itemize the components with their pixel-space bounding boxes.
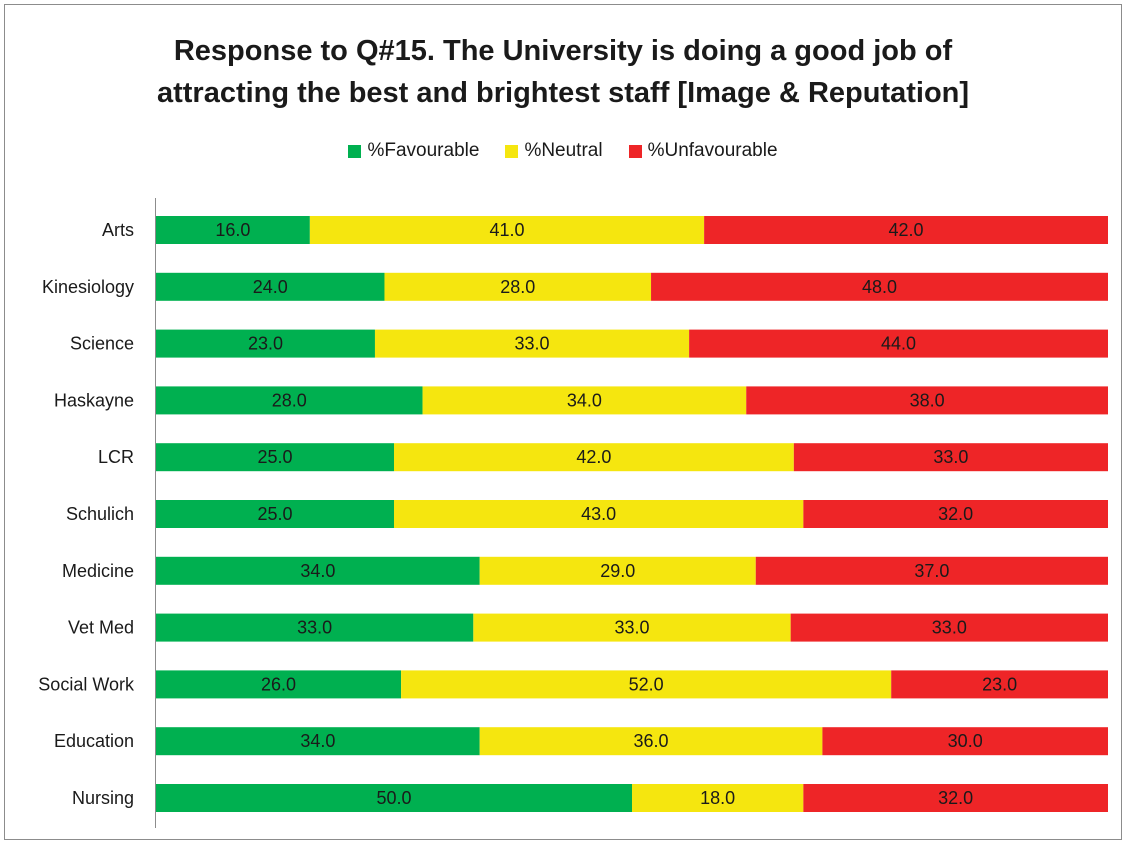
data-label-neutral-education: 36.0 (634, 731, 669, 751)
data-label-neutral-lcr: 42.0 (576, 447, 611, 467)
data-label-unfavourable-haskayne: 38.0 (910, 390, 945, 410)
bar-neutral-kinesiology (384, 272, 652, 301)
legend-swatch-favourable (348, 144, 362, 158)
category-label-vet-med: Vet Med (68, 618, 134, 638)
legend-label-neutral: %Neutral (524, 140, 603, 161)
data-label-unfavourable-kinesiology: 48.0 (862, 277, 897, 297)
bar-favourable-science (156, 329, 375, 358)
bar-favourable-medicine (156, 556, 480, 585)
legend-label-unfavourable: %Unfavourable (647, 140, 778, 161)
bar-neutral-vet-med (473, 613, 791, 642)
data-label-neutral-haskayne: 34.0 (567, 390, 602, 410)
data-label-neutral-medicine: 29.0 (600, 561, 635, 581)
category-label-haskayne: Haskayne (54, 390, 134, 410)
data-label-unfavourable-arts: 42.0 (889, 220, 924, 240)
data-label-neutral-nursing: 18.0 (700, 788, 735, 808)
bar-neutral-lcr (394, 443, 794, 472)
bar-unfavourable-social-work (891, 670, 1108, 699)
category-label-education: Education (54, 731, 134, 751)
bar-neutral-social-work (401, 670, 892, 699)
data-label-favourable-lcr: 25.0 (257, 447, 292, 467)
bar-favourable-nursing (156, 784, 632, 812)
bar-favourable-social-work (156, 670, 402, 699)
data-label-neutral-kinesiology: 28.0 (500, 277, 535, 297)
legend-item-unfavourable: %Unfavourable (628, 140, 778, 162)
category-label-medicine: Medicine (62, 561, 134, 581)
category-label-arts: Arts (102, 220, 134, 240)
bar-unfavourable-kinesiology (651, 272, 1108, 301)
bar-favourable-vet-med (156, 613, 474, 642)
data-label-favourable-science: 23.0 (248, 334, 283, 354)
data-label-unfavourable-schulich: 32.0 (938, 504, 973, 524)
bar-unfavourable-vet-med (790, 613, 1108, 642)
data-label-favourable-vet-med: 33.0 (297, 618, 332, 638)
category-label-schulich: Schulich (66, 504, 134, 524)
data-label-favourable-social-work: 26.0 (261, 674, 296, 694)
category-label-science: Science (70, 334, 134, 354)
data-label-favourable-nursing: 50.0 (376, 788, 411, 808)
data-label-favourable-haskayne: 28.0 (272, 390, 307, 410)
data-label-favourable-medicine: 34.0 (300, 561, 335, 581)
bar-neutral-medicine (479, 556, 756, 585)
category-label-lcr: LCR (98, 447, 134, 467)
category-label-nursing: Nursing (72, 788, 134, 808)
bar-unfavourable-science (689, 329, 1108, 358)
data-label-neutral-schulich: 43.0 (581, 504, 616, 524)
bar-unfavourable-haskayne (746, 386, 1108, 415)
data-label-unfavourable-lcr: 33.0 (933, 447, 968, 467)
bar-unfavourable-lcr (793, 443, 1108, 472)
bar-favourable-education (156, 727, 480, 756)
bar-favourable-haskayne (156, 386, 423, 415)
data-label-unfavourable-science: 44.0 (881, 334, 916, 354)
chart-frame (4, 4, 1122, 840)
bar-neutral-haskayne (422, 386, 747, 415)
data-label-favourable-education: 34.0 (300, 731, 335, 751)
bar-neutral-education (479, 727, 823, 756)
data-label-favourable-schulich: 25.0 (257, 504, 292, 524)
legend-item-neutral: %Neutral (505, 140, 603, 162)
data-label-neutral-science: 33.0 (515, 334, 550, 354)
data-label-favourable-arts: 16.0 (215, 220, 250, 240)
bar-favourable-arts (156, 216, 310, 244)
bar-unfavourable-nursing (803, 784, 1108, 812)
legend-label-favourable: %Favourable (367, 140, 480, 161)
data-label-neutral-arts: 41.0 (489, 220, 524, 240)
data-label-unfavourable-medicine: 37.0 (914, 561, 949, 581)
bar-unfavourable-arts (704, 216, 1108, 244)
chart-title-line-1: Response to Q#15. The University is doin… (173, 35, 953, 67)
bar-favourable-schulich (156, 500, 394, 528)
data-label-unfavourable-education: 30.0 (948, 731, 983, 751)
chart-title-line-2: attracting the best and brightest staff … (156, 77, 970, 109)
chart-legend: %Favourable %Neutral %Unfavourable (0, 140, 1126, 162)
bar-neutral-arts (309, 216, 705, 244)
data-label-neutral-social-work: 52.0 (629, 674, 664, 694)
data-label-favourable-kinesiology: 24.0 (253, 277, 288, 297)
bar-neutral-schulich (394, 500, 804, 528)
bar-unfavourable-schulich (803, 500, 1108, 528)
legend-swatch-neutral (505, 144, 519, 158)
chart-title: Response to Q#15. The University is doin… (0, 30, 1126, 114)
bar-unfavourable-education (822, 727, 1108, 756)
category-label-kinesiology: Kinesiology (42, 277, 134, 297)
data-label-unfavourable-vet-med: 33.0 (932, 618, 967, 638)
bar-neutral-science (374, 329, 690, 358)
legend-swatch-unfavourable (628, 144, 642, 158)
bar-unfavourable-medicine (755, 556, 1108, 585)
data-label-unfavourable-nursing: 32.0 (938, 788, 973, 808)
data-label-unfavourable-social-work: 23.0 (982, 674, 1017, 694)
bar-neutral-nursing (632, 784, 804, 812)
bar-favourable-kinesiology (156, 272, 385, 301)
legend-item-favourable: %Favourable (348, 140, 479, 162)
data-label-neutral-vet-med: 33.0 (614, 618, 649, 638)
category-label-social-work: Social Work (38, 674, 135, 694)
bar-favourable-lcr (156, 443, 394, 472)
